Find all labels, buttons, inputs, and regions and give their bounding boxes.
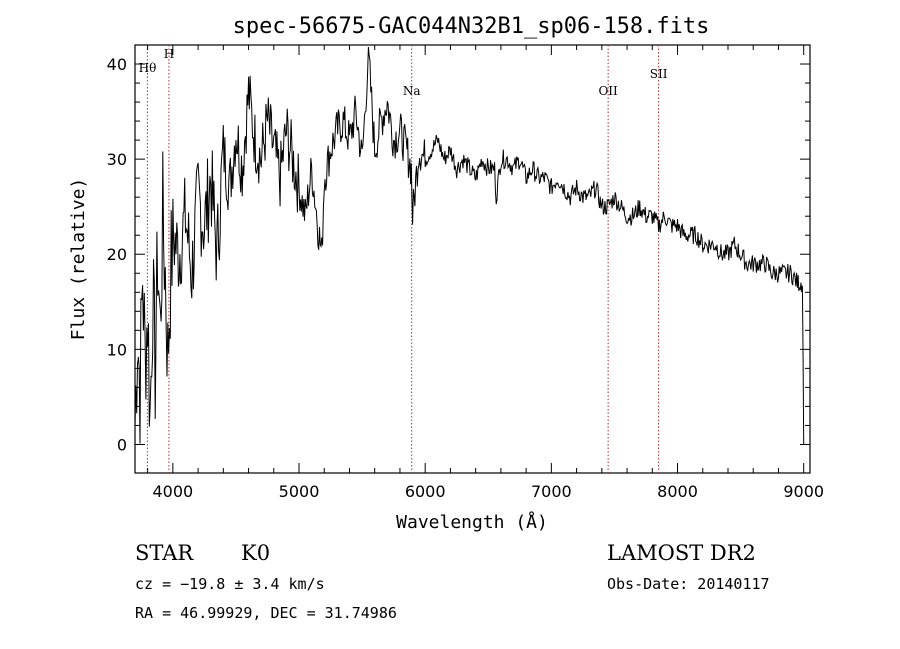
y-tick-label: 0 — [117, 435, 127, 454]
y-tick-label: 20 — [107, 245, 127, 264]
spectral-line-label: H — [164, 47, 174, 61]
x-axis-label: Wavelength (Å) — [396, 511, 548, 533]
x-tick-label: 8000 — [657, 482, 698, 501]
spectral-line-label: Hθ — [139, 61, 157, 75]
x-tick-label: 9000 — [783, 482, 824, 501]
spectrum-line — [134, 46, 805, 445]
coordinates: RA = 46.99929, DEC = 31.74986 — [135, 604, 397, 622]
y-tick-label: 30 — [107, 150, 127, 169]
x-tick-label: 5000 — [279, 482, 320, 501]
y-tick-label: 10 — [107, 340, 127, 359]
spectral-line-label: OII — [598, 84, 618, 98]
spectral-line-label: Na — [403, 84, 421, 98]
x-tick-label: 6000 — [405, 482, 446, 501]
observation-date: Obs-Date: 20140117 — [607, 575, 770, 593]
x-tick-label: 4000 — [152, 482, 193, 501]
chart-title: spec-56675-GAC044N32B1_sp06-158.fits — [233, 14, 710, 39]
axis-ticks — [135, 44, 810, 473]
spectral-line-markers: Hθ H Na OII SII — [139, 45, 668, 473]
survey-name: LAMOST DR2 — [607, 541, 756, 565]
plot-frame — [134, 44, 811, 474]
object-class: STAR — [135, 541, 194, 565]
y-axis-label: Flux (relative) — [68, 178, 89, 341]
plot-area: Hθ H Na OII SII — [134, 44, 811, 474]
x-tick-label: 7000 — [531, 482, 572, 501]
y-tick-label: 40 — [107, 55, 127, 74]
redshift-cz: cz = −19.8 ± 3.4 km/s — [135, 575, 325, 593]
object-subclass: K0 — [241, 541, 270, 565]
spectral-line-label: SII — [650, 67, 668, 81]
